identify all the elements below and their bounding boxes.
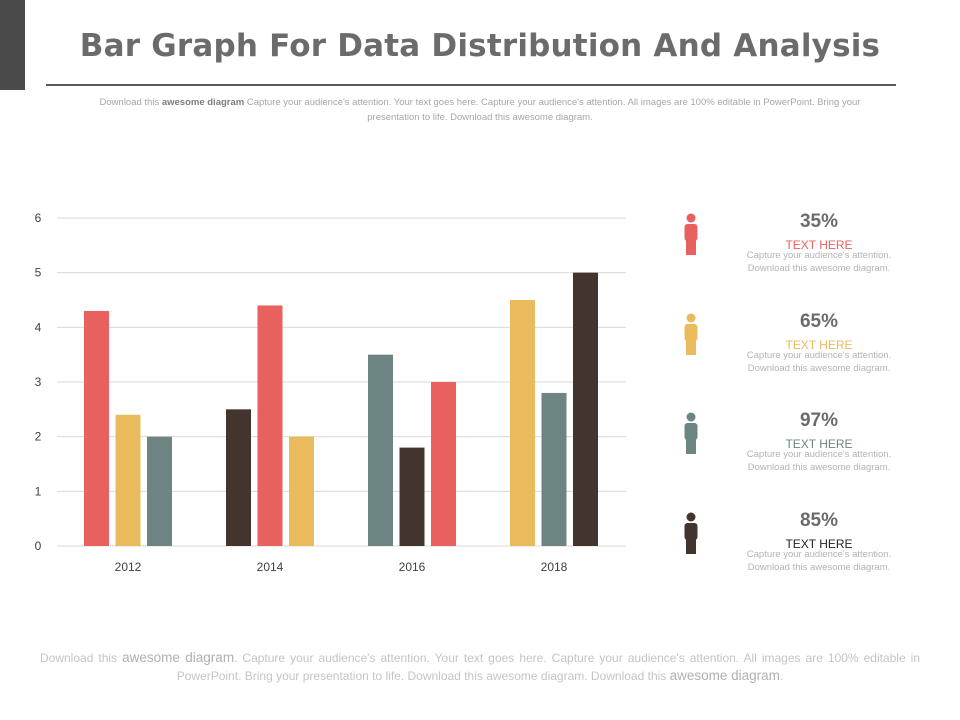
legend-item-3: 97% TEXT HERE Capture your audience's at… <box>675 410 915 490</box>
legend-desc-line: Download this awesome diagram. <box>747 363 891 374</box>
legend-desc-line: Download this awesome diagram. <box>747 562 891 573</box>
bar <box>115 414 141 546</box>
bar <box>84 310 109 546</box>
legend-desc-line: Capture your audience's attention. <box>746 350 892 361</box>
title-divider <box>46 84 896 86</box>
top-desc-post: Capture your audience's attention. Your … <box>244 97 861 123</box>
legend-description: Capture your audience's attention. Downlo… <box>729 349 909 375</box>
legend-label: TEXT HERE <box>785 437 853 451</box>
corner-accent <box>0 0 25 90</box>
x-tick-label: 2016 <box>399 560 426 574</box>
legend-item-1: 35% TEXT HERE Capture your audience's at… <box>675 211 915 291</box>
bar <box>257 305 283 546</box>
x-tick-label: 2012 <box>115 560 142 574</box>
bar <box>399 447 425 546</box>
bottom-desc-text: . Capture your audience's attention. You… <box>176 651 920 683</box>
top-desc-pre: Download this <box>99 97 162 108</box>
legend-desc-line: Capture your audience's attention. <box>746 549 892 560</box>
y-tick-label: 6 <box>35 211 42 225</box>
legend-percent: 85% <box>799 510 839 531</box>
page-title: Bar Graph For Data Distribution And Anal… <box>79 28 881 64</box>
person-icon <box>684 412 698 454</box>
bottom-desc-text: . <box>779 669 784 683</box>
y-tick-label: 5 <box>35 266 42 280</box>
legend-item-2: 65% TEXT HERE Capture your audience's at… <box>675 311 915 391</box>
bar <box>541 392 567 546</box>
bar <box>431 382 456 546</box>
bar <box>510 300 535 546</box>
bar <box>147 436 172 546</box>
person-icon <box>684 213 698 255</box>
bar <box>368 354 393 546</box>
legend-item-4: 85% TEXT HERE Capture your audience's at… <box>675 510 915 590</box>
legend-desc-line: Download this awesome diagram. <box>747 263 891 274</box>
bar <box>289 436 314 546</box>
bottom-desc-emphasis: awesome diagram <box>122 650 235 665</box>
bottom-description: Download this awesome diagram. Capture y… <box>40 649 920 685</box>
legend-desc-line: Download this awesome diagram. <box>747 462 891 473</box>
legend-description: Capture your audience's attention. Downlo… <box>729 448 909 474</box>
legend-desc-line: Capture your audience's attention. <box>746 250 892 261</box>
legend-label: TEXT HERE <box>785 338 853 352</box>
bar <box>573 272 598 546</box>
y-tick-label: 3 <box>35 375 42 389</box>
legend-label: TEXT HERE <box>785 537 853 551</box>
person-icon <box>684 313 698 355</box>
person-icon <box>684 512 698 554</box>
bar <box>226 409 251 546</box>
y-tick-label: 2 <box>35 430 42 444</box>
bottom-desc-text: Download this <box>40 651 123 665</box>
legend-percent: 35% <box>799 211 839 232</box>
y-tick-label: 0 <box>35 539 42 553</box>
top-desc-bold: awesome diagram <box>161 97 245 108</box>
legend-percent: 65% <box>799 311 839 332</box>
x-tick-label: 2018 <box>541 560 568 574</box>
legend-description: Capture your audience's attention. Downlo… <box>729 548 909 574</box>
top-description: Download this awesome diagram Capture yo… <box>95 95 865 125</box>
legend-label: TEXT HERE <box>785 238 853 252</box>
bottom-desc-emphasis: awesome diagram <box>669 668 780 683</box>
legend-desc-line: Capture your audience's attention. <box>746 449 892 460</box>
legend-percent: 97% <box>799 410 839 431</box>
x-tick-label: 2014 <box>257 560 284 574</box>
y-tick-label: 1 <box>35 484 42 498</box>
y-tick-label: 4 <box>35 320 42 334</box>
legend-description: Capture your audience's attention. Downlo… <box>729 249 909 275</box>
